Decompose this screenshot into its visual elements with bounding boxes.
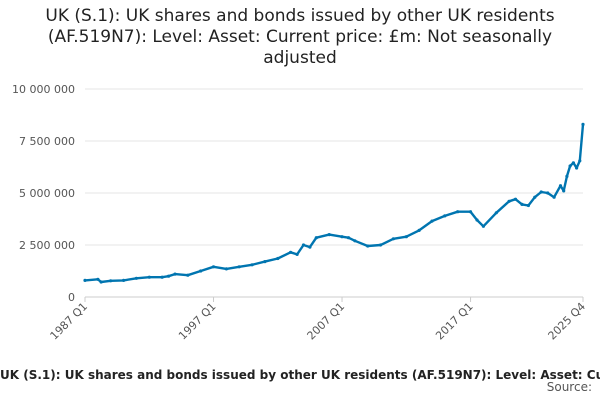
series-point[interactable] [443, 214, 447, 218]
series-point[interactable] [526, 203, 531, 208]
series-point[interactable] [475, 218, 479, 222]
y-tick-label: 7 500 000 [19, 135, 75, 148]
series-point[interactable] [83, 278, 87, 282]
grid-lines [85, 88, 583, 298]
series-point[interactable] [533, 195, 537, 199]
series-point[interactable] [301, 243, 306, 247]
x-tick-label: 1987 Q1 [48, 300, 91, 343]
series-point[interactable] [456, 210, 460, 214]
series-point[interactable] [96, 277, 100, 281]
series-point[interactable] [539, 190, 543, 194]
series-point[interactable] [134, 276, 138, 280]
series-point[interactable] [481, 224, 485, 228]
y-tick-label: 2 500 000 [19, 239, 75, 252]
chart-title: UK (S.1): UK shares and bonds issued by … [45, 6, 555, 68]
series-line [84, 124, 585, 284]
x-tick-label: 2017 Q1 [433, 300, 476, 343]
series-point[interactable] [295, 252, 299, 256]
series-point[interactable] [558, 184, 563, 188]
y-axis-ticks: 0 2 500 000 5 000 000 7 500 000 10 000 000 [12, 83, 75, 304]
series-point[interactable] [276, 256, 280, 261]
series-point[interactable] [186, 273, 190, 277]
series-point[interactable] [494, 211, 498, 215]
series-point[interactable] [289, 250, 293, 254]
x-tick-label: 2007 Q1 [305, 300, 348, 343]
series-point[interactable] [263, 260, 267, 264]
series-point[interactable] [562, 189, 566, 193]
legend: UK (S.1): UK shares and bonds issued by … [0, 364, 600, 382]
series-point[interactable] [565, 174, 569, 178]
series-point[interactable] [575, 166, 579, 170]
series-point[interactable] [224, 267, 228, 271]
series-point[interactable] [308, 245, 312, 249]
series-point[interactable] [507, 199, 511, 203]
series-point[interactable] [568, 164, 572, 168]
x-tick-label: 1997 Q1 [176, 300, 219, 343]
series-point[interactable] [250, 263, 254, 267]
series-point[interactable] [122, 278, 126, 282]
x-axis-ticks: 1987 Q1 1997 Q1 2007 Q1 2017 Q1 2025 Q4 [48, 297, 589, 343]
series-point[interactable] [147, 275, 151, 279]
series-point[interactable] [211, 265, 216, 269]
legend-label: UK (S.1): UK shares and bonds issued by … [0, 368, 600, 382]
series-point[interactable] [571, 161, 576, 165]
series-point[interactable] [552, 195, 556, 199]
series-point[interactable] [520, 202, 524, 206]
series-point[interactable] [391, 237, 395, 241]
series-point[interactable] [546, 191, 550, 195]
series-point[interactable] [513, 197, 518, 201]
series-point[interactable] [340, 235, 344, 239]
y-tick-label: 5 000 000 [19, 187, 75, 200]
series-point[interactable] [430, 219, 434, 223]
series-points [83, 122, 585, 284]
series-point[interactable] [173, 272, 177, 276]
series-point[interactable] [468, 210, 473, 214]
series-point[interactable] [314, 236, 318, 240]
source-label: Source: [546, 380, 592, 394]
series-point[interactable] [417, 228, 421, 232]
y-tick-label: 10 000 000 [12, 83, 75, 96]
series-point[interactable] [366, 244, 370, 248]
x-tick-label: 2025 Q4 [546, 300, 589, 343]
series-point[interactable] [379, 243, 383, 247]
series-point[interactable] [578, 159, 582, 163]
series-point[interactable] [199, 269, 203, 273]
series-point[interactable] [237, 265, 241, 269]
series-point[interactable] [109, 279, 113, 283]
series-point[interactable] [160, 275, 164, 279]
series-point[interactable] [404, 235, 408, 239]
y-tick-label: 0 [68, 291, 75, 304]
series-point[interactable] [346, 236, 351, 240]
series-point[interactable] [581, 122, 585, 126]
series-point[interactable] [327, 233, 331, 237]
series-point[interactable] [99, 280, 103, 284]
series-point[interactable] [353, 239, 357, 243]
series-point[interactable] [166, 274, 171, 278]
